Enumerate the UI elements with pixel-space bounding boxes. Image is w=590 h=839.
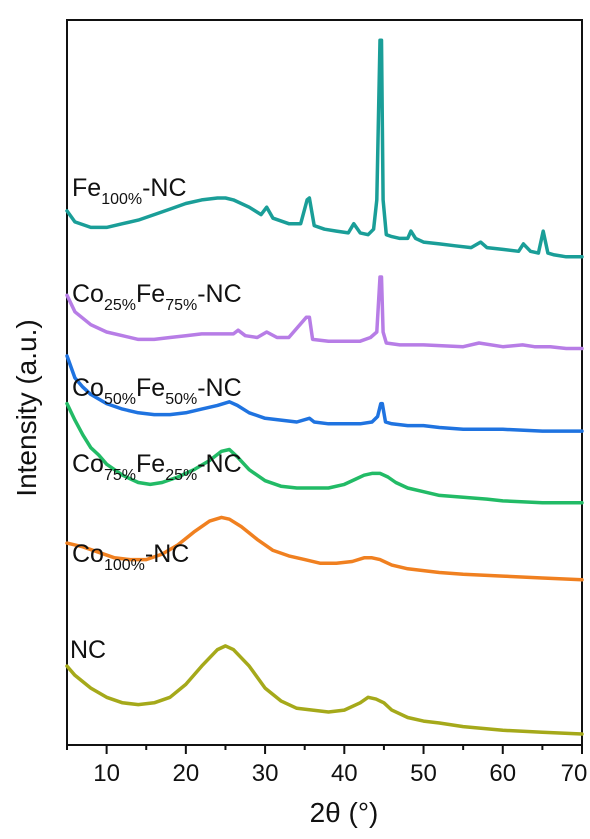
series-label-4-suffix: -NC (145, 540, 189, 568)
series-label-0: Fe100%​-NC (72, 174, 187, 208)
x-tick-label-50: 50 (410, 760, 437, 787)
series-label-1: Co25%​Fe75%​-NC (72, 280, 242, 314)
series-label-5: NC (70, 636, 106, 664)
series-label-2-sub-1: 50% (165, 391, 197, 408)
series-label-3-suffix: -NC (197, 450, 241, 478)
x-tick-label-20: 20 (172, 760, 199, 787)
x-tick-label-40: 40 (331, 760, 358, 787)
y-axis-title: Intensity (a.u.) (11, 319, 42, 496)
series-label-5-text-0: NC (70, 636, 106, 664)
x-tick-label-10: 10 (93, 760, 120, 787)
series-line-2 (65, 354, 584, 433)
series-label-1-sub-1: 75% (165, 297, 197, 314)
series-label-1-sub-0: 25% (104, 297, 136, 314)
series-label-0-sub-0: 100% (101, 191, 142, 208)
series-labels: Fe100%​-NC Co25%​Fe75%​-NC Co50%​Fe50%​-NC… (70, 174, 242, 664)
series-label-2-suffix: -NC (197, 374, 241, 402)
series-line-4 (65, 515, 584, 582)
x-tick-label-30: 30 (252, 760, 279, 787)
series-label-0-text-0: Fe (72, 174, 101, 202)
series-label-4: Co100%​-NC (72, 540, 189, 574)
series-label-2-sub-0: 50% (104, 391, 136, 408)
series-label-2: Co50%​Fe50%​-NC (72, 374, 242, 408)
series-line-1 (65, 275, 584, 351)
series-traces (65, 38, 584, 736)
series-label-4-sub-0: 100% (104, 557, 145, 574)
series-line-5 (65, 644, 584, 736)
series-label-3-sub-0: 75% (104, 467, 136, 484)
x-tick-label-70: 70 (561, 760, 588, 787)
series-label-4-text-0: Co (72, 540, 104, 568)
series-label-2-text-0: Co (72, 374, 104, 402)
series-label-2-text-1: Fe (136, 374, 165, 402)
x-axis: 10 20 30 40 50 60 70 (66, 745, 588, 787)
series-label-1-text-1: Fe (136, 280, 165, 308)
series-label-3-sub-1: 25% (165, 467, 197, 484)
series-label-1-suffix: -NC (197, 280, 241, 308)
series-label-3: Co75%​Fe25%​-NC (72, 450, 242, 484)
x-tick-label-60: 60 (489, 760, 516, 787)
series-line-3 (65, 401, 584, 505)
series-label-0-suffix: -NC (142, 174, 186, 202)
series-label-3-text-0: Co (72, 450, 104, 478)
series-line-0 (65, 38, 584, 259)
series-label-1-text-0: Co (72, 280, 104, 308)
x-axis-title: 2θ (°) (310, 797, 379, 828)
plot-frame (66, 19, 583, 746)
series-label-3-text-1: Fe (136, 450, 165, 478)
